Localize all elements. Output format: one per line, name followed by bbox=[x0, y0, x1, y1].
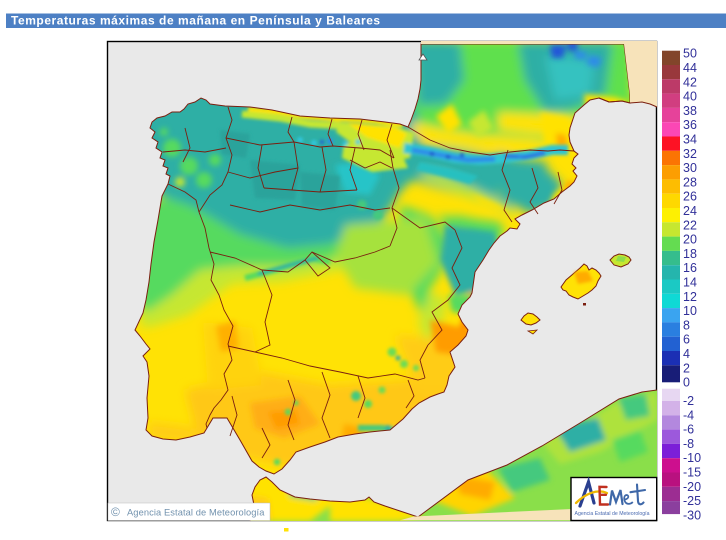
svg-text:12: 12 bbox=[683, 290, 697, 304]
svg-text:-15: -15 bbox=[683, 466, 701, 480]
svg-text:36: 36 bbox=[683, 118, 697, 132]
svg-text:0: 0 bbox=[683, 376, 690, 390]
svg-text:-30: -30 bbox=[683, 508, 701, 522]
svg-text:-20: -20 bbox=[683, 480, 701, 494]
svg-text:-25: -25 bbox=[683, 494, 701, 508]
svg-text:4: 4 bbox=[683, 347, 690, 361]
svg-text:26: 26 bbox=[683, 190, 697, 204]
svg-text:24: 24 bbox=[683, 204, 697, 218]
svg-text:50: 50 bbox=[683, 47, 697, 61]
svg-text:6: 6 bbox=[683, 333, 690, 347]
svg-text:34: 34 bbox=[683, 133, 697, 147]
svg-text:22: 22 bbox=[683, 218, 697, 232]
svg-text:8: 8 bbox=[683, 318, 690, 332]
svg-text:-10: -10 bbox=[683, 451, 701, 465]
svg-text:14: 14 bbox=[683, 276, 697, 290]
svg-text:©: © bbox=[111, 505, 120, 519]
svg-text:40: 40 bbox=[683, 90, 697, 104]
svg-text:44: 44 bbox=[683, 61, 697, 75]
svg-text:18: 18 bbox=[683, 247, 697, 261]
svg-text:-8: -8 bbox=[683, 437, 694, 451]
svg-text:-4: -4 bbox=[683, 408, 694, 422]
svg-text:2: 2 bbox=[683, 361, 690, 375]
svg-text:38: 38 bbox=[683, 104, 697, 118]
svg-text:28: 28 bbox=[683, 175, 697, 189]
svg-text:16: 16 bbox=[683, 261, 697, 275]
svg-text:42: 42 bbox=[683, 75, 697, 89]
svg-text:-2: -2 bbox=[683, 394, 694, 408]
svg-text:10: 10 bbox=[683, 304, 697, 318]
svg-text:32: 32 bbox=[683, 147, 697, 161]
svg-text:Temperaturas máximas de mañana: Temperaturas máximas de mañana en Peníns… bbox=[11, 14, 381, 28]
svg-text:20: 20 bbox=[683, 233, 697, 247]
svg-text:-6: -6 bbox=[683, 423, 694, 437]
svg-text:30: 30 bbox=[683, 161, 697, 175]
svg-text:Agencia Estatal de Meteorologí: Agencia Estatal de Meteorología bbox=[575, 511, 650, 517]
svg-text:Agencia Estatal de Meteorologí: Agencia Estatal de Meteorología bbox=[127, 508, 265, 518]
